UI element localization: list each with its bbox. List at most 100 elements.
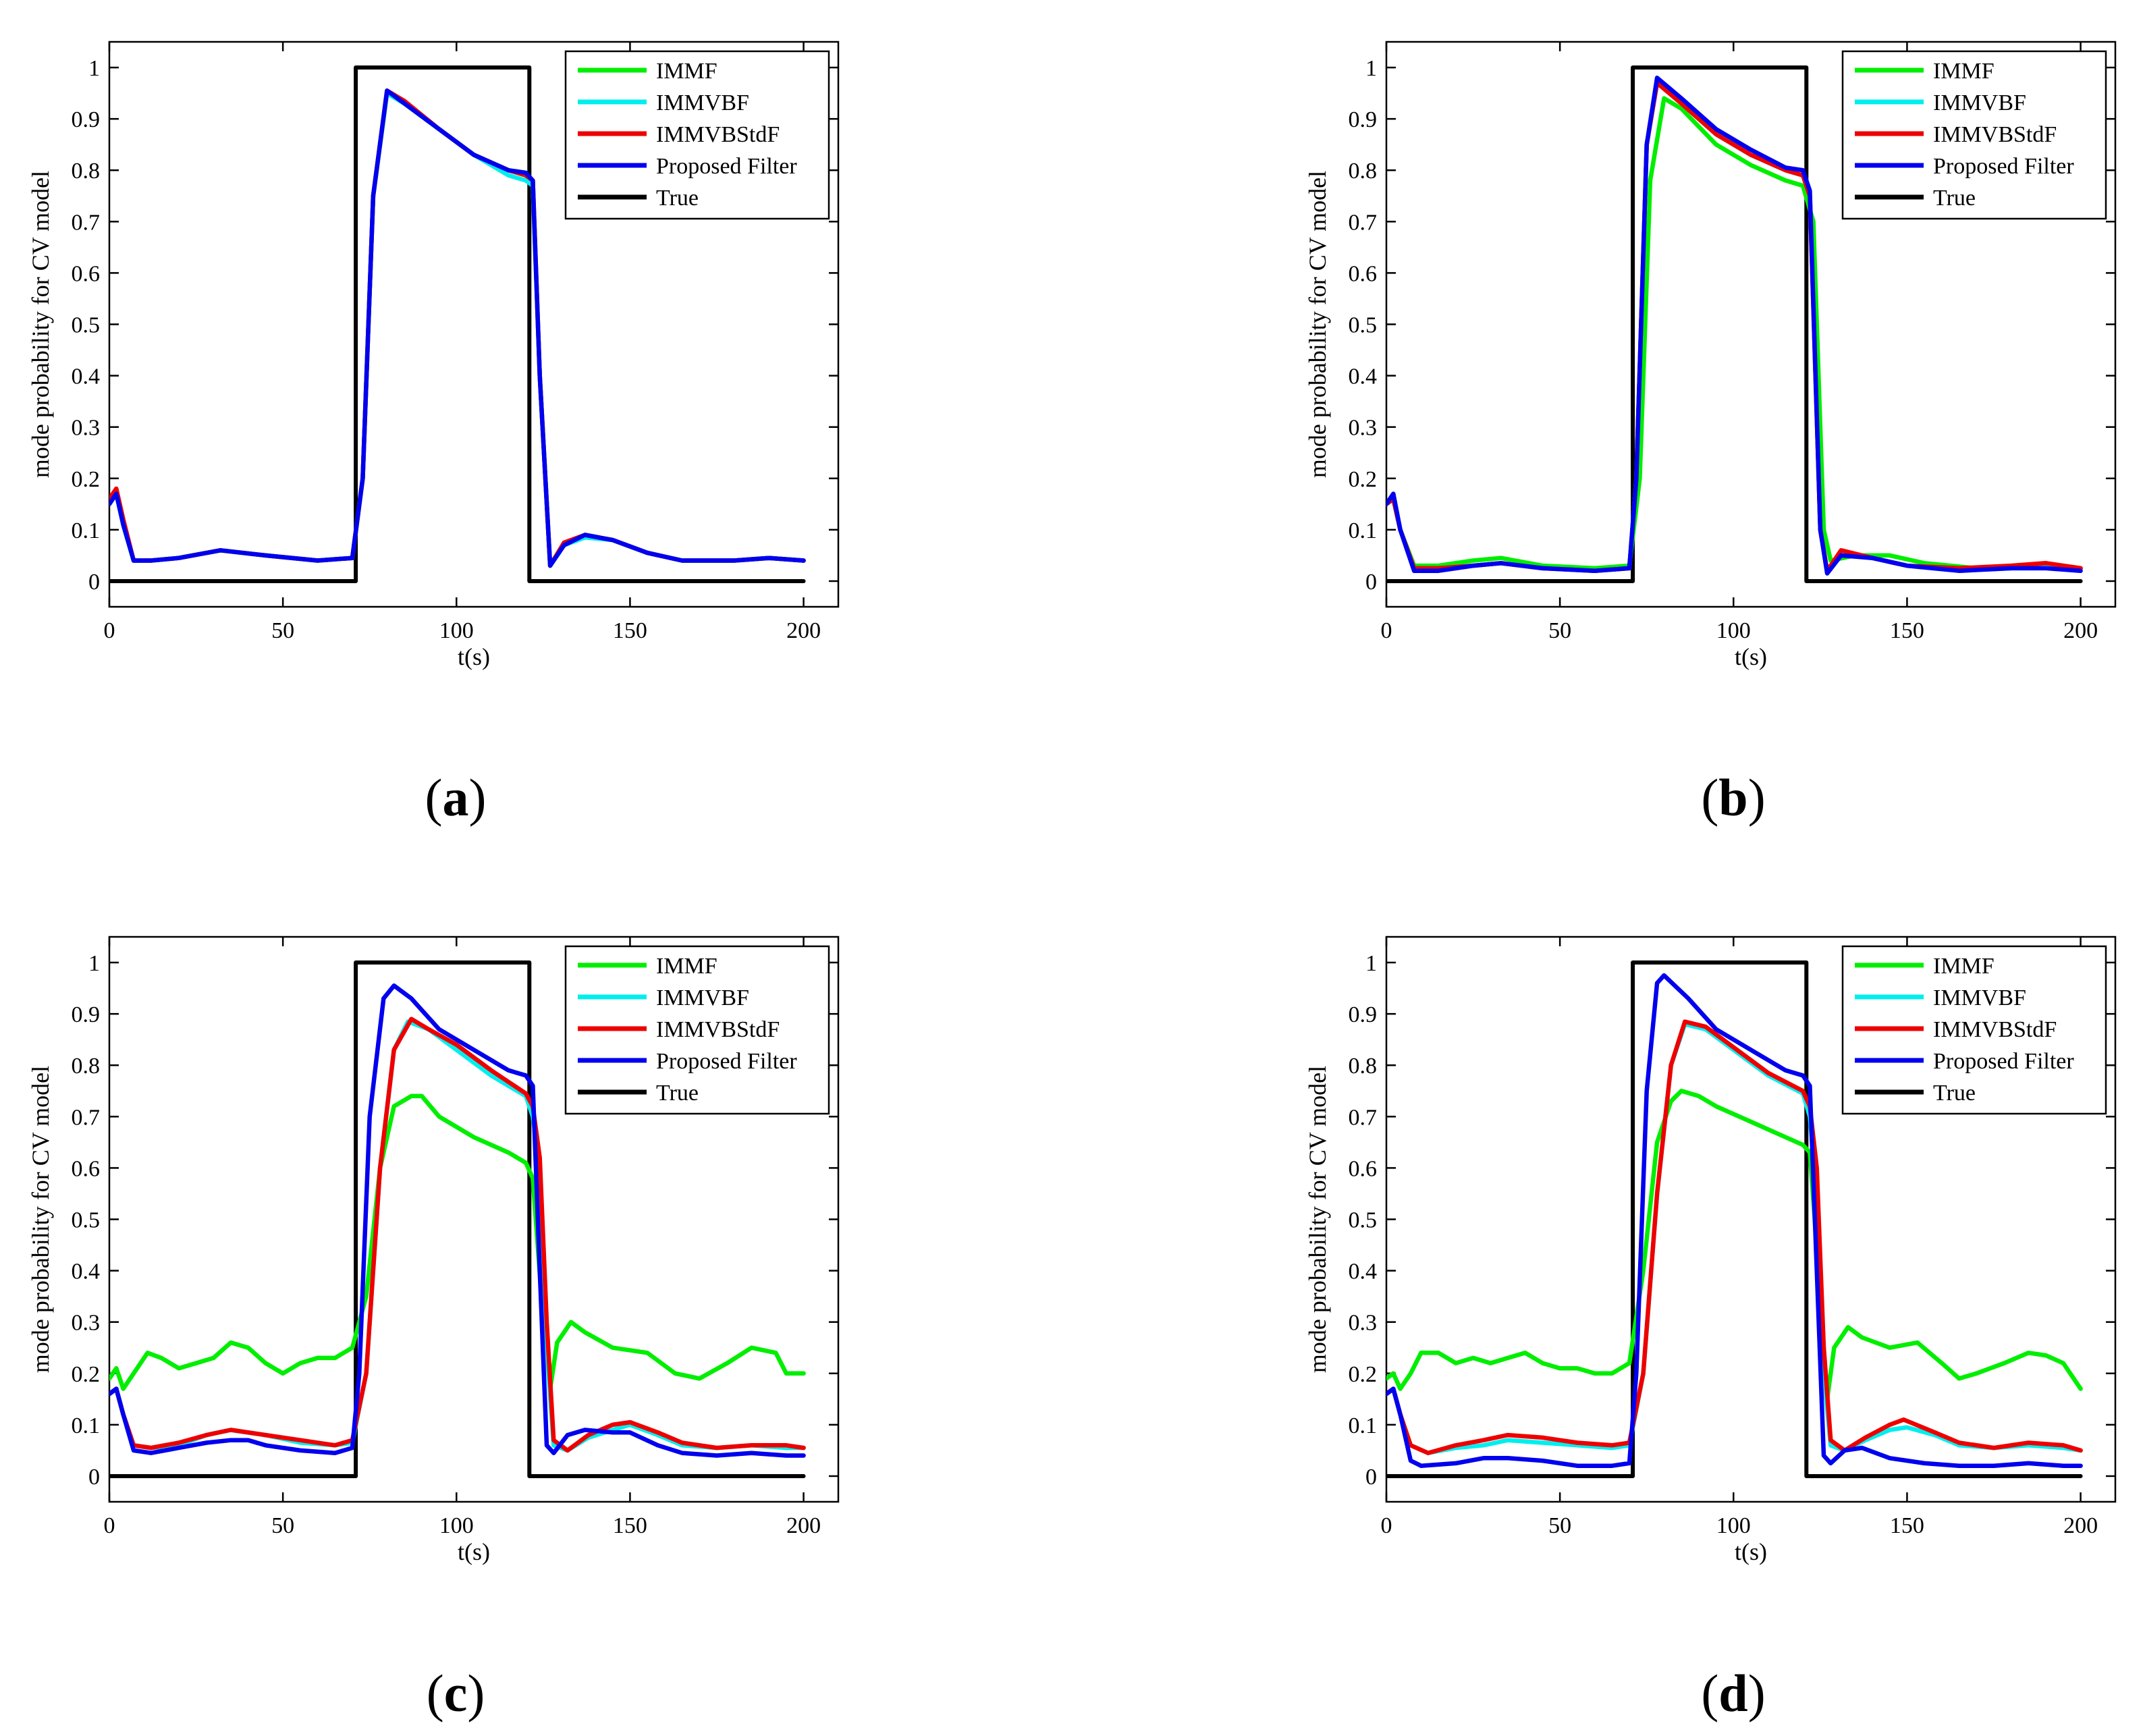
y-tick-label: 0.1: [72, 518, 101, 543]
panel-label: (c): [427, 1664, 485, 1723]
x-tick-label: 100: [1716, 1513, 1751, 1538]
x-tick-label: 0: [104, 1513, 115, 1538]
x-tick-label: 150: [1890, 1513, 1924, 1538]
legend: IMMF IMMVBF IMMVBStdF Proposed Filter True: [564, 50, 830, 220]
y-axis-label: mode probability for CV model: [27, 171, 54, 478]
x-tick-label: 200: [786, 618, 821, 643]
legend-entry: Proposed Filter: [1933, 1049, 2074, 1074]
y-tick-label: 0.2: [72, 1362, 101, 1387]
series-line-immvbstdf: [109, 1016, 806, 1453]
y-tick-label: 0: [88, 570, 100, 595]
y-tick-label: 0.7: [1349, 1105, 1378, 1130]
legend-entry: IMMVBF: [656, 985, 749, 1010]
legend-entry: True: [1933, 186, 1976, 211]
x-tick-label: 150: [613, 618, 647, 643]
y-tick-label: 0.9: [1349, 107, 1378, 132]
x-tick-label: 50: [271, 1513, 294, 1538]
legend: IMMF IMMVBF IMMVBStdF Proposed Filter True: [1841, 945, 2107, 1115]
x-tick-label: 0: [1381, 618, 1392, 643]
y-tick-label: 0.2: [1349, 1362, 1378, 1387]
y-tick-label: 1: [1365, 56, 1377, 81]
y-tick-label: 0.6: [72, 261, 101, 286]
y-tick-label: 0.2: [1349, 467, 1378, 492]
series-line-true: [1386, 65, 2083, 583]
legend-entry: IMMVBF: [1933, 985, 2026, 1010]
x-axis-label: t(s): [1735, 1538, 1767, 1565]
x-tick-label: 200: [2063, 1513, 2098, 1538]
y-tick-label: 0.5: [72, 313, 101, 338]
legend-entry: IMMVBF: [1933, 90, 2026, 115]
panel-label: (a): [425, 768, 487, 827]
series-line-proposed-filter: [109, 88, 806, 568]
panel-label: (d): [1701, 1664, 1765, 1723]
series-line-proposed-filter: [1386, 973, 2083, 1468]
legend-entry: Proposed Filter: [656, 154, 797, 179]
y-tick-label: 0.1: [72, 1413, 101, 1438]
y-tick-label: 1: [88, 56, 100, 81]
legend-entry: IMMVBStdF: [656, 122, 780, 147]
x-tick-label: 50: [271, 618, 294, 643]
y-tick-label: 0: [1365, 1465, 1377, 1490]
x-tick-label: 0: [1381, 1513, 1392, 1538]
y-tick-label: 0.7: [72, 210, 101, 235]
y-tick-label: 0: [1365, 570, 1377, 595]
legend-entry: IMMVBStdF: [656, 1017, 780, 1042]
y-tick-label: 0.1: [1349, 518, 1378, 543]
y-tick-label: 0.8: [1349, 1054, 1378, 1079]
y-axis-label: mode probability for CV model: [1304, 1066, 1331, 1373]
y-tick-label: 0.3: [1349, 1311, 1378, 1336]
series-line-true: [1386, 960, 2083, 1478]
panel-d: 0 50 100 150 200 0 0.1 0.2 0.3 0.4 0.5 0.6 0.7 0.8 0.9…: [1304, 935, 2117, 1565]
y-tick-label: 0: [88, 1465, 100, 1490]
y-tick-label: 0.6: [72, 1156, 101, 1181]
y-tick-label: 0.4: [1349, 364, 1378, 389]
y-tick-label: 0.9: [1349, 1002, 1378, 1027]
x-axis-label: t(s): [1735, 643, 1767, 670]
series-line-immf: [1386, 1089, 2083, 1402]
y-tick-label: 0.6: [1349, 261, 1378, 286]
y-tick-label: 0.7: [1349, 210, 1378, 235]
y-tick-label: 0.9: [72, 107, 101, 132]
y-axis-label: mode probability for CV model: [27, 1066, 54, 1373]
y-tick-label: 0.9: [72, 1002, 101, 1027]
y-tick-label: 0.7: [72, 1105, 101, 1130]
x-tick-label: 200: [2063, 618, 2098, 643]
series-line-proposed-filter: [1386, 76, 2083, 576]
x-axis-label: t(s): [458, 1538, 490, 1565]
legend-entry: True: [656, 186, 699, 211]
y-tick-label: 0.4: [1349, 1259, 1378, 1284]
series-line-proposed-filter: [109, 983, 806, 1458]
legend-entry: True: [1933, 1081, 1976, 1106]
legend-entry: IMMF: [656, 954, 717, 979]
x-tick-label: 50: [1548, 1513, 1571, 1538]
y-tick-label: 0.1: [1349, 1413, 1378, 1438]
legend: IMMF IMMVBF IMMVBStdF Proposed Filter True: [1841, 50, 2107, 220]
legend: IMMF IMMVBF IMMVBStdF Proposed Filter True: [564, 945, 830, 1115]
x-tick-label: 100: [439, 1513, 474, 1538]
y-tick-label: 0.5: [1349, 1208, 1378, 1233]
x-axis-label: t(s): [458, 643, 490, 670]
legend-entry: IMMVBF: [656, 90, 749, 115]
y-tick-label: 0.8: [1349, 159, 1378, 184]
y-tick-label: 0.8: [72, 159, 101, 184]
x-tick-label: 100: [1716, 618, 1751, 643]
legend-entry: True: [656, 1081, 699, 1106]
y-axis-label: mode probability for CV model: [1304, 171, 1331, 478]
legend-entry: IMMF: [656, 59, 717, 84]
y-tick-label: 0.3: [72, 1311, 101, 1336]
legend-entry: IMMVBStdF: [1933, 122, 2057, 147]
y-tick-label: 0.8: [72, 1054, 101, 1079]
series-line-immf: [1386, 96, 2083, 571]
series-line-immf: [109, 1093, 806, 1391]
panel-c: 0 50 100 150 200 0 0.1 0.2 0.3 0.4 0.5 0.6 0.7 0.8 0.9…: [27, 935, 840, 1565]
y-tick-label: 0.5: [1349, 313, 1378, 338]
x-tick-label: 0: [104, 618, 115, 643]
y-tick-label: 0.5: [72, 1208, 101, 1233]
series-line-true: [109, 960, 806, 1478]
x-tick-label: 200: [786, 1513, 821, 1538]
y-tick-label: 0.3: [1349, 416, 1378, 441]
x-tick-label: 50: [1548, 618, 1571, 643]
legend-entry: Proposed Filter: [656, 1049, 797, 1074]
x-tick-label: 150: [1890, 618, 1924, 643]
y-tick-label: 0.4: [72, 1259, 101, 1284]
